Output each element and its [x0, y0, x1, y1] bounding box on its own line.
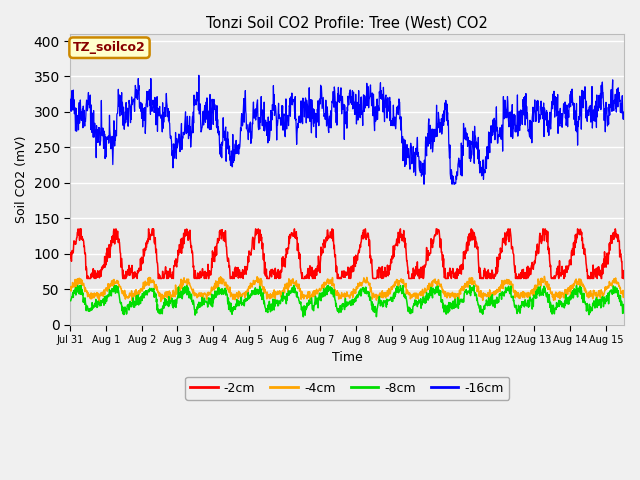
Title: Tonzi Soil CO2 Profile: Tree (West) CO2: Tonzi Soil CO2 Profile: Tree (West) CO2 — [206, 15, 488, 30]
Y-axis label: Soil CO2 (mV): Soil CO2 (mV) — [15, 135, 28, 223]
Legend: -2cm, -4cm, -8cm, -16cm: -2cm, -4cm, -8cm, -16cm — [185, 377, 509, 400]
Text: TZ_soilco2: TZ_soilco2 — [73, 41, 146, 54]
X-axis label: Time: Time — [332, 350, 362, 363]
